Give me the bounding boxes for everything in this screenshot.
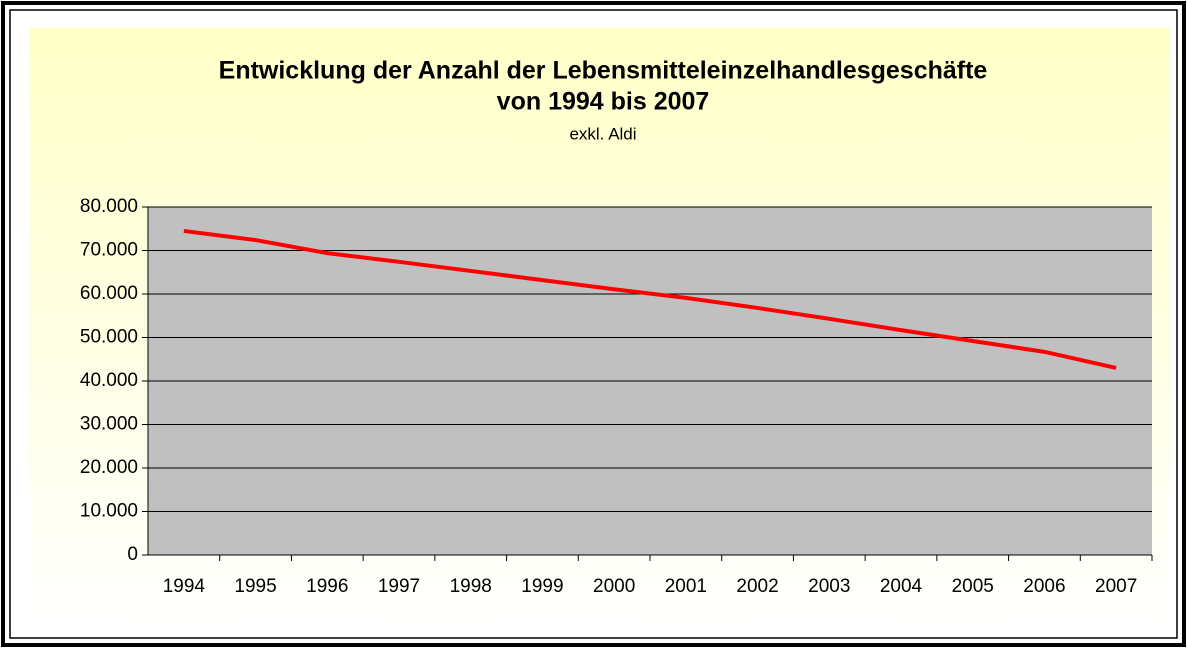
x-tick-label: 2006 [1023,576,1065,597]
x-tick-label: 1996 [306,576,348,597]
x-tick-label: 2005 [952,576,994,597]
x-tick-label: 1998 [450,576,492,597]
x-tick-label: 2004 [880,576,923,597]
chart-title: Entwicklung der Anzahl der Lebensmittele… [219,57,988,85]
line-series [183,228,1117,370]
y-tick-label: 50.000 [80,327,138,348]
chart-title: von 1994 bis 2007 [497,88,710,116]
y-tick-label: 30.000 [80,414,138,435]
y-tick-label: 80.000 [80,196,138,217]
x-tick-label: 1994 [163,576,206,597]
x-tick-label: 2000 [593,576,635,597]
y-tick-label: 60.000 [80,283,138,304]
y-tick-label: 0 [127,544,138,565]
x-tick-label: 2007 [1095,576,1137,597]
inner-frame [9,9,1178,639]
y-tick-label: 10.000 [80,501,138,522]
y-tick-label: 20.000 [80,457,138,478]
x-tick-label: 1999 [521,576,563,597]
y-tick-label: 70.000 [80,240,138,261]
x-tick-label: 1997 [378,576,420,597]
chart-subtitle: exkl. Aldi [569,124,636,143]
y-tick-label: 40.000 [80,370,138,391]
x-tick-label: 2001 [665,576,707,597]
x-tick-label: 2002 [736,576,778,597]
x-tick-label: 2003 [808,576,850,597]
x-tick-label: 1995 [234,576,276,597]
